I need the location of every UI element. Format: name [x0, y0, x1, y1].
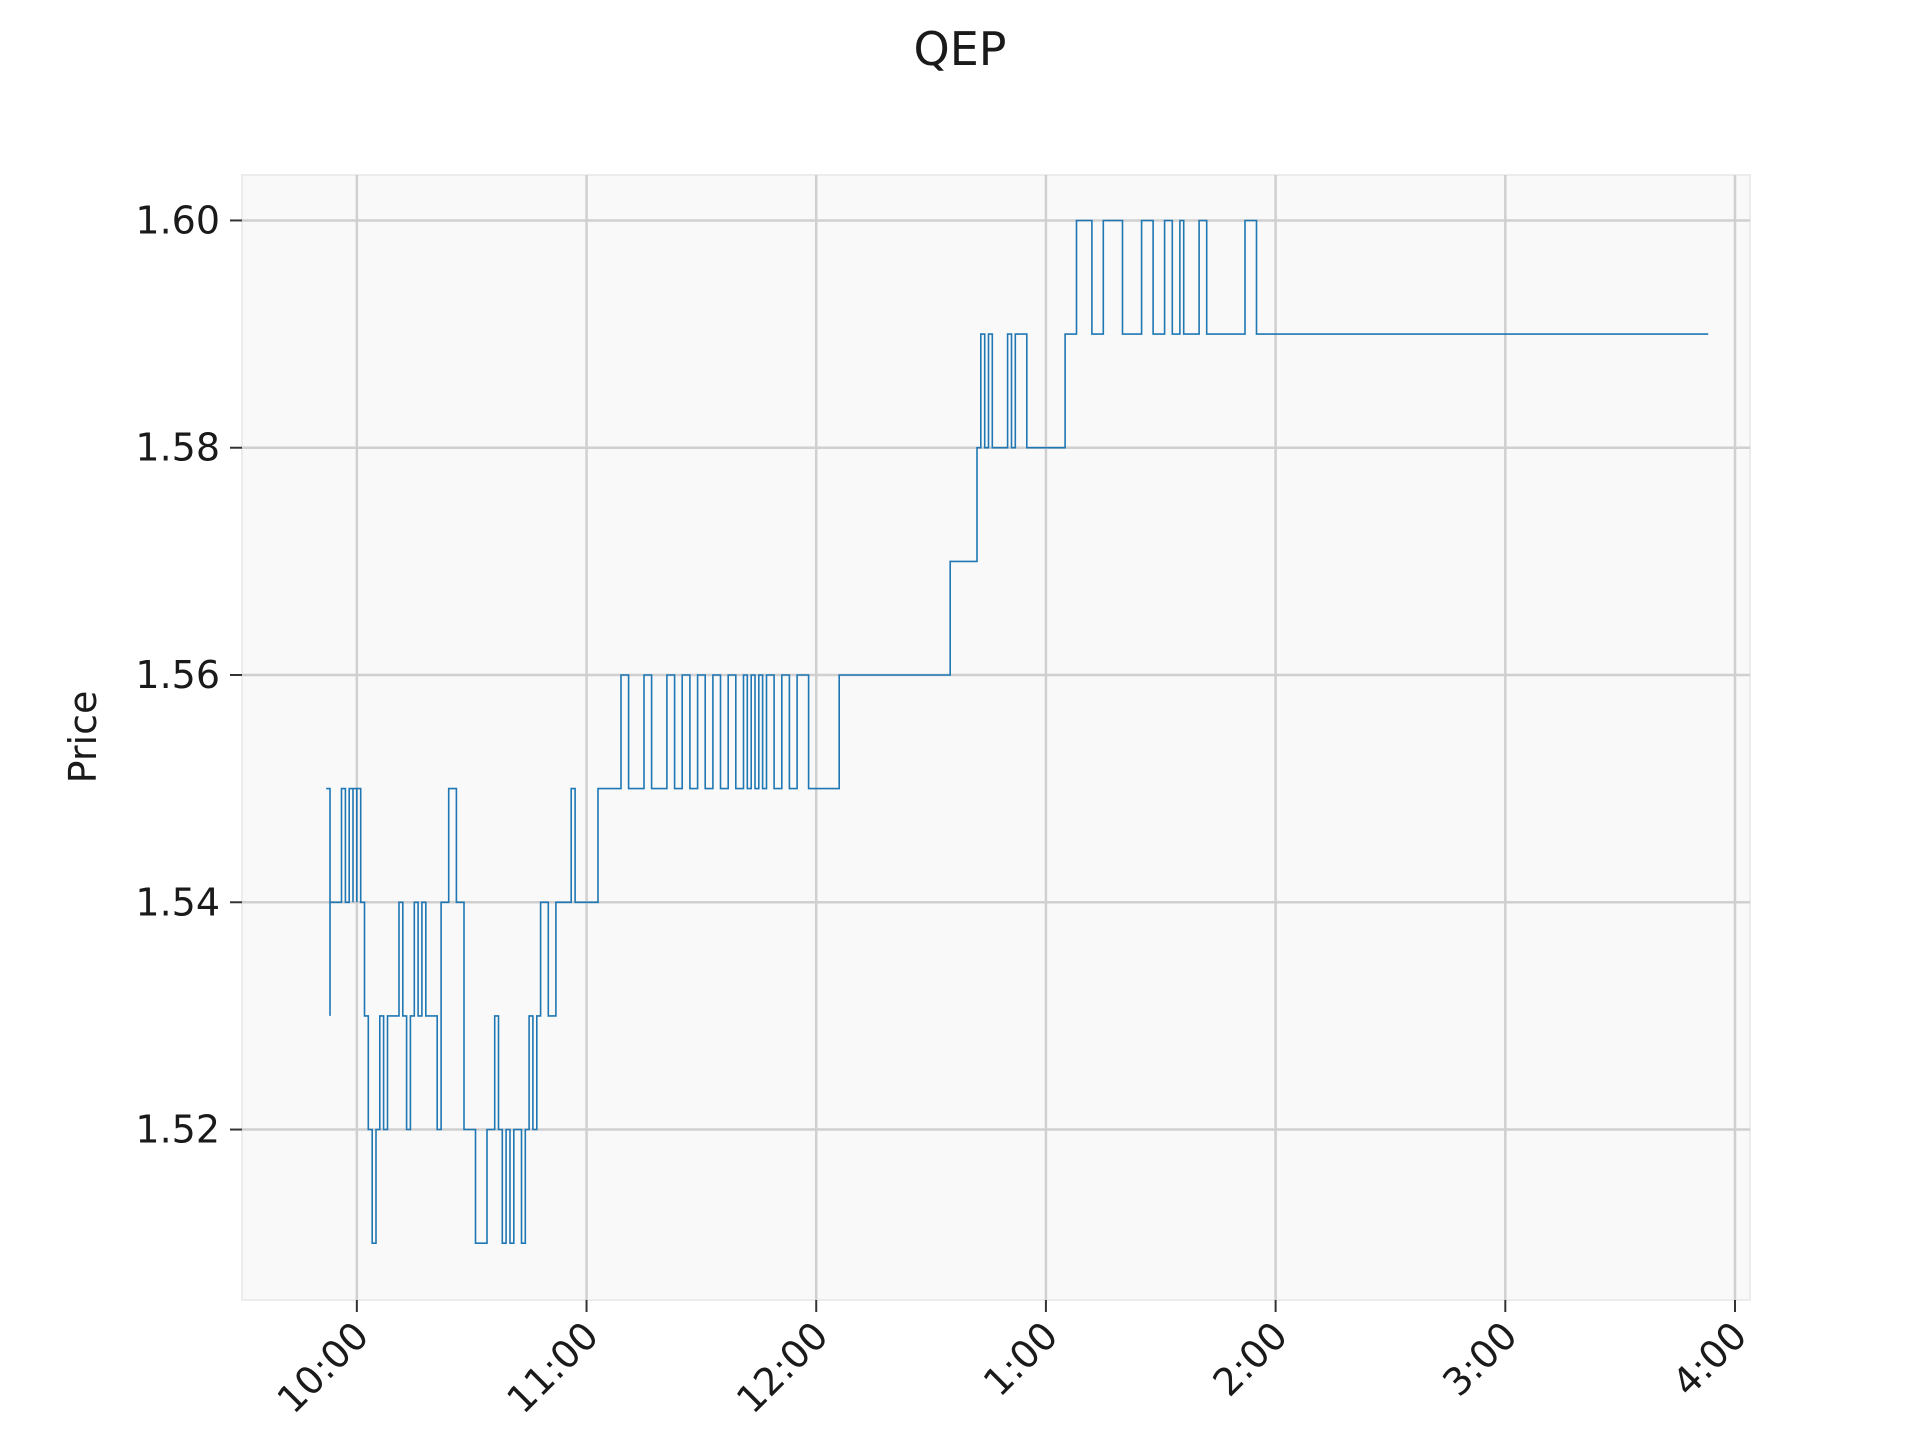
series-layer — [326, 219, 1709, 1244]
x-gridlines — [355, 175, 1737, 1300]
x-tick-label: 3:00 — [1434, 1313, 1525, 1404]
x-tick-label: 4:00 — [1664, 1313, 1755, 1404]
y-axis-label: Price — [61, 691, 105, 784]
price-series-line — [326, 219, 1709, 1244]
x-tick-label: 1:00 — [975, 1313, 1066, 1404]
y-tick-label: 1.58 — [135, 426, 220, 470]
x-tick-label: 12:00 — [728, 1313, 837, 1422]
y-tick-label: 1.54 — [135, 880, 220, 924]
y-tick-label: 1.60 — [135, 198, 220, 242]
x-tick-label: 2:00 — [1205, 1313, 1296, 1404]
x-tick-label: 11:00 — [498, 1313, 607, 1422]
chart-title: QEP — [913, 22, 1007, 76]
x-axis-ticks: 10:00 11:00 12:00 1:00 2:00 3:00 4:00 — [269, 1300, 1755, 1422]
y-axis-ticks: 1.52 1.54 1.56 1.58 1.60 — [135, 198, 242, 1152]
y-tick-label: 1.56 — [135, 653, 220, 697]
y-tick-label: 1.52 — [135, 1108, 220, 1152]
plot-area — [241, 174, 1751, 1301]
x-tick-label: 10:00 — [269, 1313, 378, 1422]
